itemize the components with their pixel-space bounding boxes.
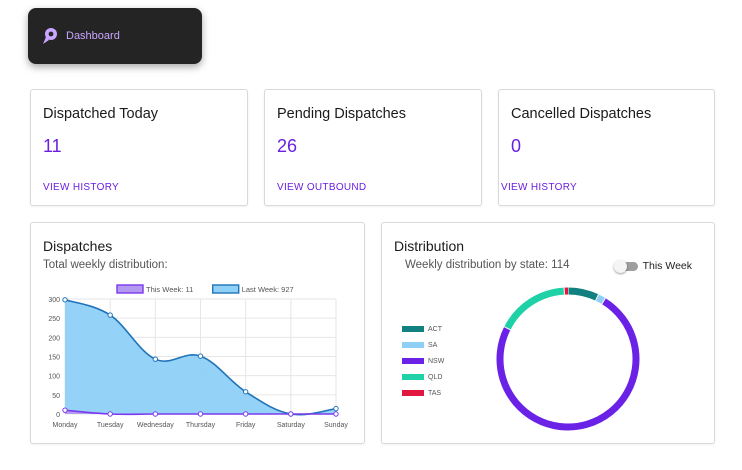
stat-title: Cancelled Dispatches <box>511 106 652 122</box>
data-point <box>152 356 159 362</box>
dispatches-title: Dispatches <box>43 238 113 254</box>
y-tick-label: 50 <box>52 393 60 400</box>
stat-value: 11 <box>43 136 62 156</box>
slice-separator <box>503 326 511 331</box>
x-tick-label: Sunday <box>324 422 348 429</box>
view-history-link[interactable]: VIEW HISTORY <box>501 182 578 193</box>
dispatches-area-chart: 0 50 100 150 200 250 300 Monday Tuesday Wednesday… <box>48 284 348 429</box>
donut-slice <box>595 294 606 305</box>
y-tick-label: 100 <box>48 374 60 381</box>
slice-separator <box>601 297 606 305</box>
data-point <box>197 353 204 359</box>
stat-card-dispatched-today: Dispatched Today 11 VIEW HISTORY <box>30 89 248 206</box>
distribution-title: Distribution <box>394 238 465 254</box>
dispatches-panel: Dispatches Total weekly distribution: 0 5… <box>30 222 365 444</box>
donut-slice <box>504 287 565 330</box>
data-point <box>62 297 68 303</box>
legend-label: TAS <box>428 389 442 397</box>
legend-swatch <box>116 284 144 294</box>
stat-title: Dispatched Today <box>43 106 159 122</box>
legend-label: Last Week: 927 <box>242 285 294 294</box>
legend-swatch <box>402 326 424 332</box>
x-tick-label: Friday <box>236 422 256 429</box>
data-point <box>197 411 204 417</box>
data-point <box>333 405 339 412</box>
legend-item[interactable]: SA <box>402 337 444 353</box>
y-tick-label: 200 <box>48 335 60 342</box>
distribution-subtitle: Weekly distribution by state: 114 <box>405 259 570 271</box>
distribution-legend: ACT SA NSW QLD TAS <box>402 321 444 401</box>
legend-item[interactable]: TAS <box>402 385 444 401</box>
data-point <box>107 312 113 318</box>
legend-item[interactable]: NSW <box>402 353 444 369</box>
rocket-icon <box>43 28 57 44</box>
data-point <box>107 411 113 417</box>
slice-separator <box>595 294 599 301</box>
y-tick-label: 250 <box>48 316 60 323</box>
distribution-donut-chart <box>496 287 640 431</box>
stat-value: 26 <box>277 136 298 156</box>
legend-label: SA <box>428 341 438 349</box>
nav-label: Dashboard <box>66 30 120 42</box>
toggle-track <box>616 262 638 271</box>
data-point <box>333 411 339 417</box>
legend-swatch <box>402 358 424 364</box>
this-week-toggle[interactable] <box>614 260 638 273</box>
stat-value: 0 <box>511 136 522 156</box>
view-history-link[interactable]: VIEW HISTORY <box>43 182 120 193</box>
dispatches-subtitle: Total weekly distribution: <box>43 259 168 271</box>
toggle-label: This Week <box>642 260 692 272</box>
toggle-knob <box>614 260 627 273</box>
x-tick-label: Monday <box>53 422 78 429</box>
dashboard-nav-button[interactable]: Dashboard <box>28 8 202 64</box>
legend-item[interactable]: ACT <box>402 321 444 337</box>
x-tick-label: Tuesday <box>97 422 124 429</box>
view-outbound-link[interactable]: VIEW OUTBOUND <box>277 182 367 193</box>
legend-label: ACT <box>428 325 442 333</box>
legend-swatch <box>402 374 424 380</box>
y-tick-label: 0 <box>56 412 60 419</box>
stat-card-cancelled-dispatches: Cancelled Dispatches 0 VIEW HISTORY <box>498 89 715 206</box>
stat-title: Pending Dispatches <box>277 106 406 122</box>
donut-slice <box>567 287 599 301</box>
donut-slice <box>496 298 640 431</box>
x-tick-label: Thursday <box>186 422 216 429</box>
x-tick-label: Saturday <box>277 422 306 429</box>
legend-swatch <box>402 342 424 348</box>
data-point <box>242 411 249 417</box>
x-tick-label: Wednesday <box>137 422 174 429</box>
legend-label: NSW <box>428 357 445 365</box>
legend-swatch <box>402 390 424 396</box>
data-point <box>242 389 249 395</box>
distribution-panel: Distribution Weekly distribution by stat… <box>381 222 715 444</box>
legend-swatch <box>211 284 240 294</box>
legend-item[interactable]: QLD <box>402 369 444 385</box>
legend-label: QLD <box>428 373 443 381</box>
y-tick-label: 150 <box>48 355 60 362</box>
data-point <box>152 411 159 417</box>
legend-label: This Week: 11 <box>146 285 193 294</box>
data-point <box>62 407 68 413</box>
series-area <box>65 410 336 415</box>
stat-card-pending-dispatches: Pending Dispatches 26 VIEW OUTBOUND <box>264 89 482 206</box>
y-tick-label: 300 <box>48 297 60 304</box>
data-point <box>288 411 294 417</box>
